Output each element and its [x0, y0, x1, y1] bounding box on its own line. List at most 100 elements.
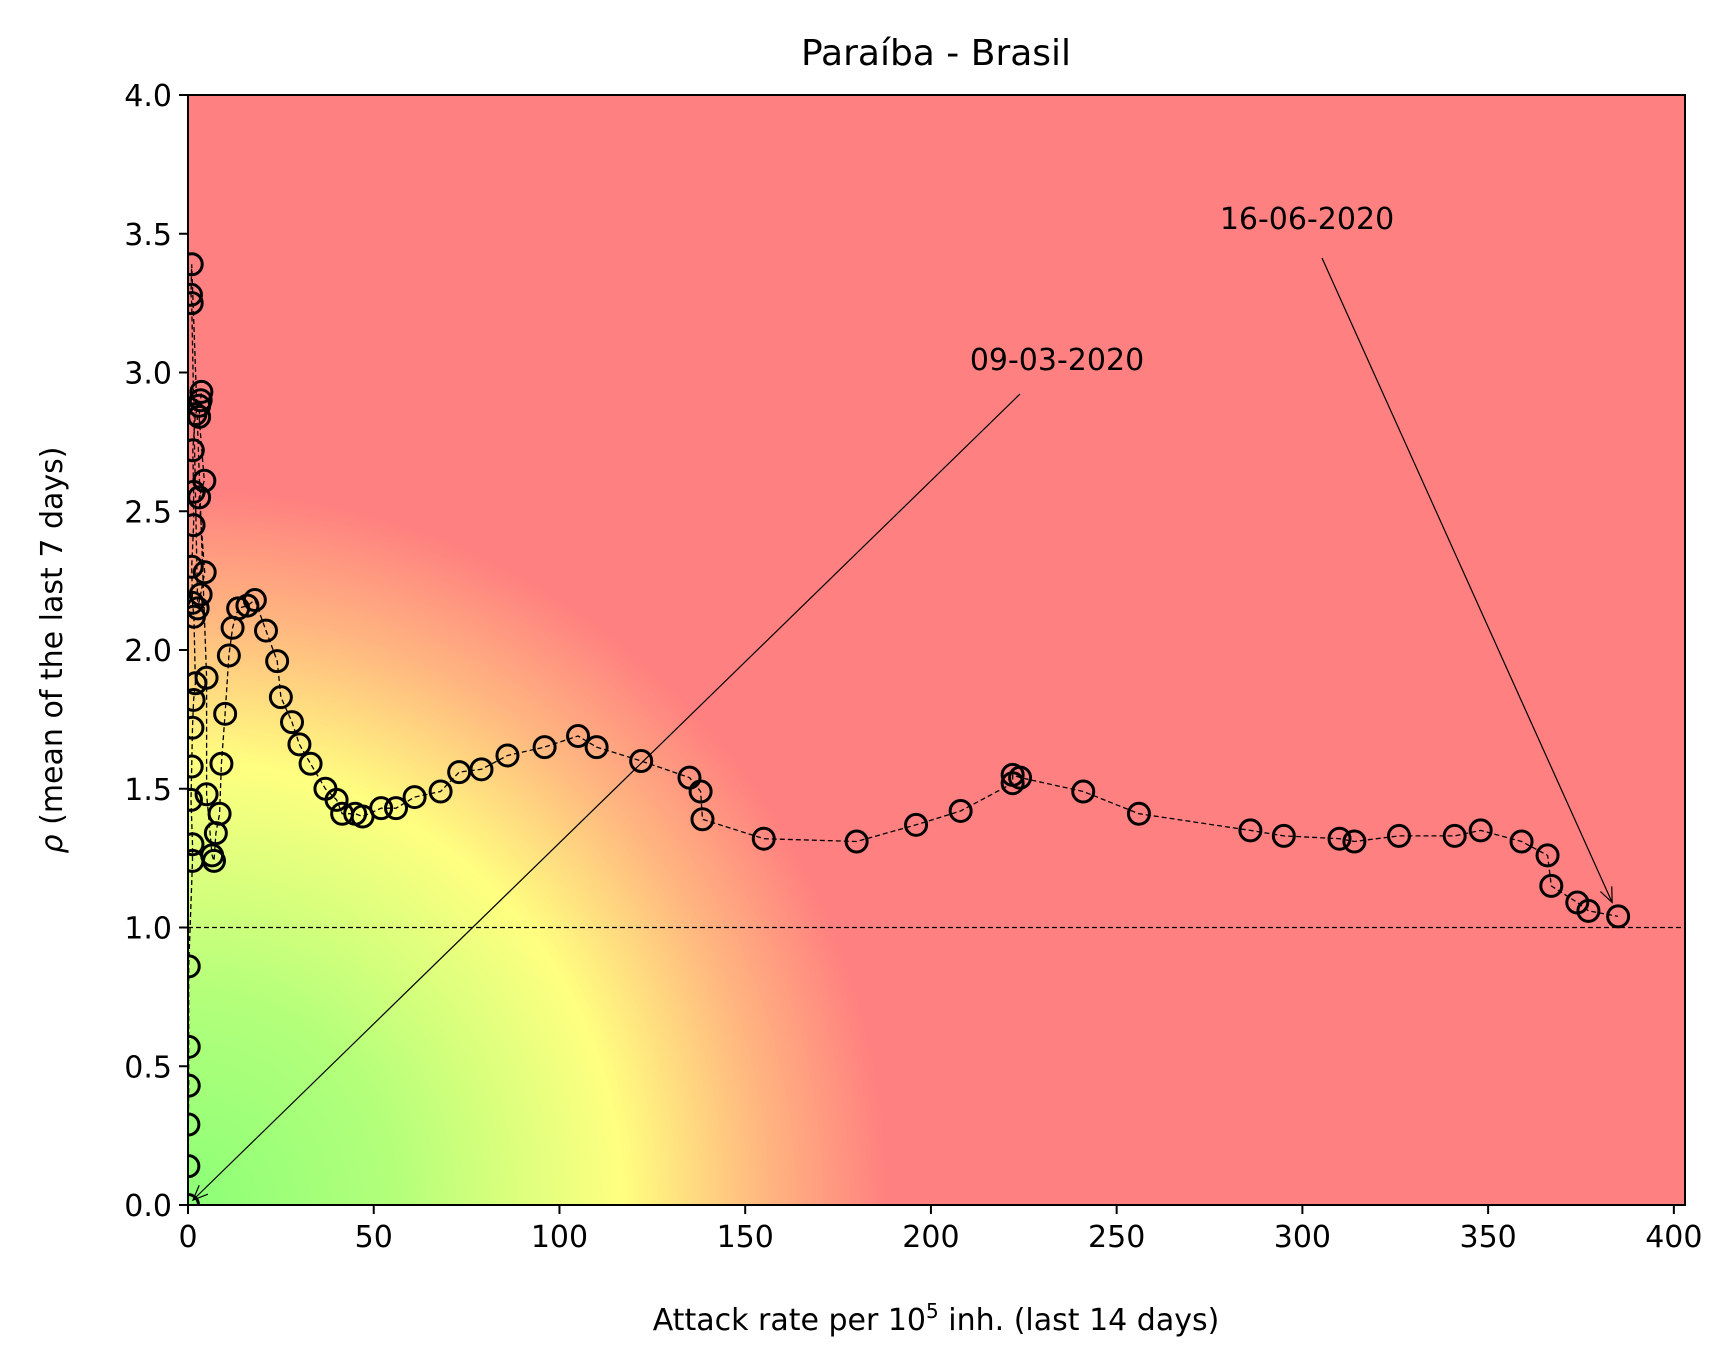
- y-axis-label: ρ (mean of the last 7 days): [35, 447, 70, 854]
- data-point: [192, 468, 217, 493]
- data-point: [1576, 898, 1601, 923]
- y-tick-label: 1.0: [124, 912, 172, 947]
- data-point: [1238, 818, 1263, 843]
- data-point: [209, 751, 234, 776]
- x-tick-label: 250: [1088, 1220, 1145, 1255]
- series-line: [188, 264, 1619, 1205]
- annotation-end-arrow: [1321, 257, 1613, 903]
- x-tick-label: 100: [531, 1220, 588, 1255]
- data-point: [1000, 771, 1025, 796]
- x-tick-label: 150: [717, 1220, 774, 1255]
- data-point: [1342, 829, 1367, 854]
- data-point: [566, 724, 591, 749]
- y-tick-label: 2.5: [124, 495, 172, 530]
- x-tick-label: 300: [1274, 1220, 1331, 1255]
- data-point: [469, 757, 494, 782]
- x-axis-label: Attack rate per 105 inh. (last 14 days): [653, 1299, 1220, 1338]
- data-point: [188, 671, 208, 696]
- annotation-start-date: 09-03-2020: [970, 343, 1144, 378]
- data-point: [1327, 826, 1352, 851]
- data-point: [265, 649, 290, 674]
- data-point: [189, 379, 214, 404]
- data-point: [194, 665, 219, 690]
- data-point: [1442, 823, 1467, 848]
- data-point: [188, 513, 206, 538]
- data-point: [904, 812, 929, 837]
- data-point: [287, 732, 312, 757]
- annotation-end-arrow-head: [1599, 886, 1613, 904]
- data-point: [447, 760, 472, 785]
- data-point: [235, 593, 260, 618]
- y-tick-label: 3.0: [124, 357, 172, 392]
- data-point: [188, 252, 204, 277]
- data-point: [324, 787, 349, 812]
- y-tick-label: 0.0: [124, 1189, 172, 1224]
- data-point: [202, 848, 227, 873]
- data-point: [402, 785, 427, 810]
- risk-background: [188, 95, 1685, 1205]
- data-point: [1539, 873, 1564, 898]
- x-tick-label: 350: [1459, 1220, 1516, 1255]
- data-point: [188, 596, 210, 621]
- plot-area: [188, 252, 1685, 1205]
- data-point: [213, 701, 238, 726]
- data-point: [688, 779, 713, 804]
- data-point: [1271, 823, 1296, 848]
- data-point: [690, 807, 715, 832]
- data-point: [369, 796, 394, 821]
- x-tick-label: 0: [178, 1220, 197, 1255]
- annotation-start-arrow: [192, 393, 1021, 1201]
- data-point: [751, 826, 776, 851]
- data-point: [268, 685, 293, 710]
- data-point: [188, 582, 213, 607]
- data-point: [1008, 765, 1033, 790]
- data-point: [188, 832, 205, 857]
- annotations: 09-03-2020 16-06-2020: [191, 202, 1613, 1202]
- y-tick-label: 1.5: [124, 773, 172, 808]
- data-point: [188, 687, 206, 712]
- x-tick-label: 400: [1645, 1220, 1702, 1255]
- data-point: [216, 643, 241, 668]
- data-point: [254, 618, 279, 643]
- data-point: [384, 796, 409, 821]
- data-point: [1071, 779, 1096, 804]
- data-point: [188, 291, 204, 316]
- chart-title: Paraíba - Brasil: [801, 33, 1071, 74]
- x-tick-label: 50: [355, 1220, 393, 1255]
- data-point: [188, 715, 205, 740]
- y-tick-label: 2.0: [124, 634, 172, 669]
- y-tick-label: 0.5: [124, 1050, 172, 1085]
- data-point: [1386, 823, 1411, 848]
- data-point: [188, 438, 205, 463]
- data-point: [188, 554, 204, 579]
- annotation-end-date: 16-06-2020: [1220, 202, 1394, 237]
- y-tick-label: 4.0: [124, 79, 172, 114]
- x-tick-label: 200: [902, 1220, 959, 1255]
- data-point: [207, 801, 232, 826]
- data-point: [1468, 818, 1493, 843]
- data-point: [1606, 904, 1631, 929]
- y-tick-label: 3.5: [124, 218, 172, 253]
- data-point: [194, 782, 219, 807]
- data-point: [495, 743, 520, 768]
- data-point: [298, 751, 323, 776]
- data-point: [280, 710, 305, 735]
- x-axis: 0 50 100 150 200 250 300 350 400: [178, 1205, 1702, 1255]
- data-point: [844, 829, 869, 854]
- data-point: [188, 590, 205, 615]
- data-point: [1509, 829, 1534, 854]
- data-point: [428, 779, 453, 804]
- data-point: [188, 787, 203, 812]
- data-point: [629, 749, 654, 773]
- annotation-start-arrow-head: [191, 1185, 209, 1202]
- data-point: [1126, 801, 1151, 826]
- data-point: [532, 735, 557, 760]
- data-point: [242, 588, 267, 613]
- data-point: [188, 754, 204, 779]
- data-point: [948, 798, 973, 823]
- data-point: [584, 735, 609, 760]
- data-point: [1535, 843, 1560, 868]
- data-point: [188, 388, 213, 413]
- data-point: [188, 282, 203, 307]
